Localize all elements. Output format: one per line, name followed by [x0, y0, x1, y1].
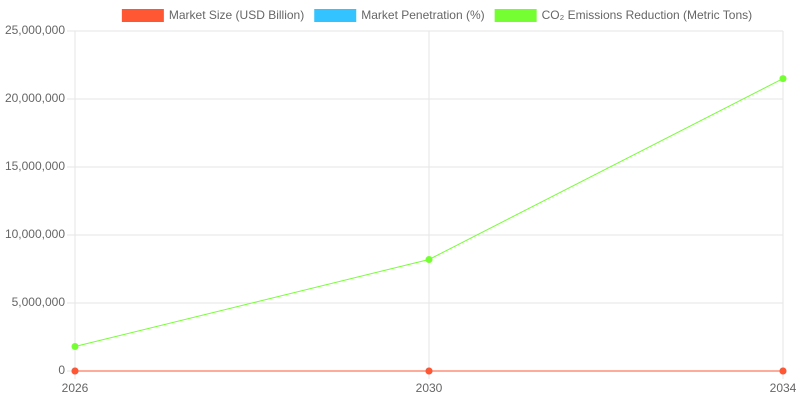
y-tick-label: 0 [58, 363, 65, 377]
data-point [425, 367, 433, 375]
y-tick-label: 10,000,000 [5, 227, 65, 241]
plot [71, 75, 787, 375]
data-point [425, 255, 433, 263]
data-point [779, 75, 787, 83]
legend-item: Market Size (USD Billion) [121, 8, 304, 22]
legend-label: Market Size (USD Billion) [169, 8, 304, 22]
data-point [779, 367, 787, 375]
legend-item: Market Penetration (%) [314, 8, 485, 22]
y-tick-label: 20,000,000 [5, 91, 65, 105]
data-point [71, 367, 79, 375]
grid: 0 5,000,000 10,000,000 15,000,000 20,000,000… [5, 23, 797, 395]
legend-item: CO₂ Emissions Reduction (Metric Tons) [494, 8, 753, 22]
legend-label: CO₂ Emissions Reduction (Metric Tons) [542, 8, 753, 22]
x-tick-label: 2034 [770, 381, 797, 395]
legend-swatch [494, 9, 537, 22]
x-tick-label: 2030 [416, 381, 443, 395]
legend-label: Market Penetration (%) [361, 8, 484, 22]
y-tick-label: 15,000,000 [5, 159, 65, 173]
legend-swatch [121, 9, 164, 22]
legend: Market Size (USD Billion) Market Penetrat… [121, 8, 753, 22]
data-point [71, 343, 79, 351]
y-tick-label: 5,000,000 [12, 295, 66, 309]
legend-swatch [314, 9, 357, 22]
x-tick-label: 2026 [62, 381, 89, 395]
y-tick-label: 25,000,000 [5, 23, 65, 37]
